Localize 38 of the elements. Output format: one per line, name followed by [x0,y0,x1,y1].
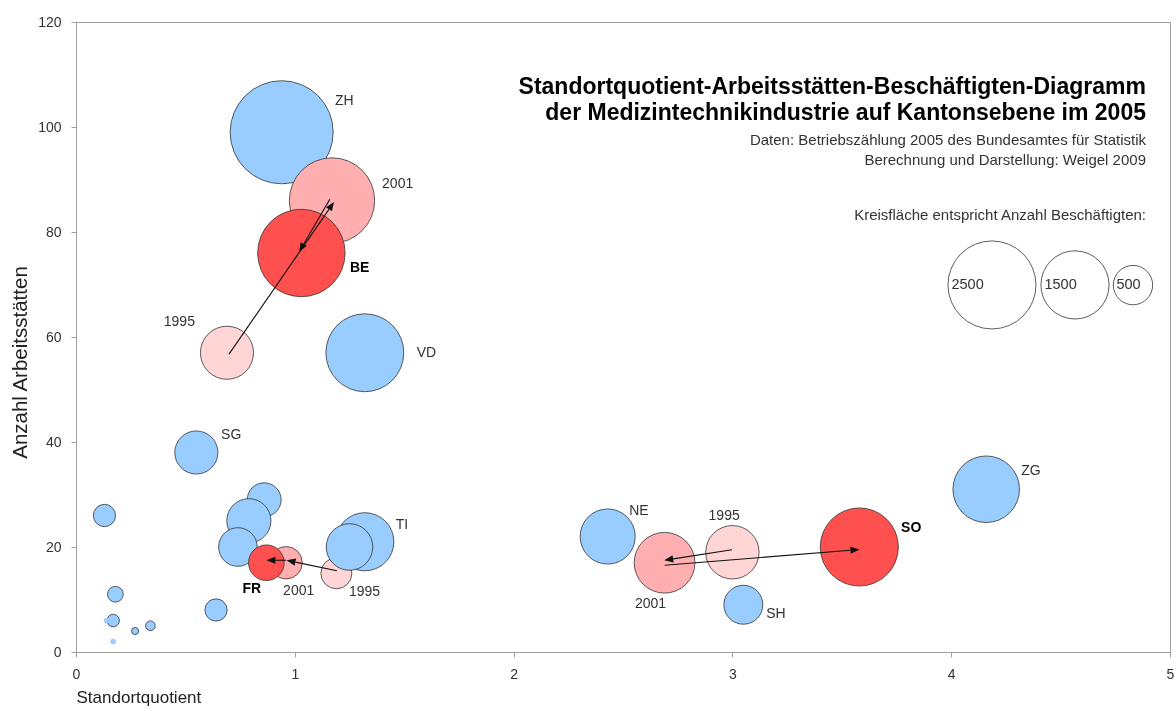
legend-title: Kreisfläche entspricht Anzahl Beschäftigten: [854,206,1146,223]
annotation: 2001 [634,594,667,611]
x-tick-label: 0 [72,665,81,682]
annotation: SH [766,604,786,621]
annotation: BE [349,258,370,275]
y-tick-label: 80 [45,223,62,240]
annotation: ZG [1021,462,1041,479]
annotation: 1995 [348,582,381,599]
y-tick-label: 20 [45,538,62,555]
annotation: 2001 [382,175,414,192]
annotation: VD [416,343,437,360]
annotation: SG [221,425,242,442]
y-tick-label: 100 [38,118,62,135]
y-tick-label: 120 [38,13,62,30]
annotation: FR [242,580,262,597]
text: Standortquotient-Arbeitsstätten-Beschäftigten-Diagramm der Medizintechnikindustrie auf Kantonsebene im 2005 [518,73,1147,125]
x-tick-label: 2 [510,665,519,682]
annotation: 2001 [283,581,315,598]
x-tick-label: 4 [947,665,956,682]
x-axis-title: Standortquotient [76,687,202,707]
annotation: NE [629,501,649,518]
legend-label: 1500 [1044,275,1077,292]
annotation: 1995 [708,507,740,524]
annotation: 1995 [163,312,196,329]
annotation: SO [901,518,922,535]
y-tick-label: 60 [45,328,62,345]
annotation: Daten: Betriebszählung 2005 des Bundesamtes für Statistik [749,131,1147,148]
y-axis-title: Anzahl Arbeitsstätten [7,266,31,459]
y-tick-label: 40 [45,433,62,450]
x-tick-label: 1 [291,665,300,682]
y-tick-label: 0 [53,643,62,660]
annotation: Berechnung und Darstellung: Weigel 2009 [864,151,1146,168]
legend-label: 2500 [951,275,984,292]
annotation: ZH [334,92,354,109]
x-tick-label: 3 [729,665,737,682]
legend-label: 500 [1116,276,1141,293]
annotation: TI [395,516,409,533]
x-tick-label: 5 [1166,665,1175,682]
